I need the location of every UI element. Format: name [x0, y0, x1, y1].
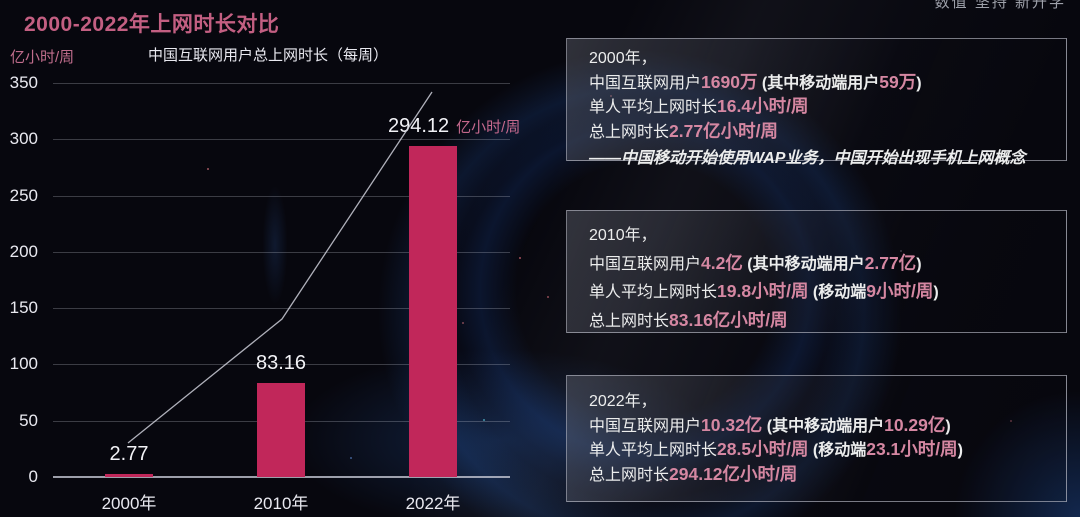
- info-total-2022: 总上网时长294.12亿小时/周: [589, 463, 1044, 488]
- total-text: 总上网时长: [589, 123, 670, 141]
- avg-value: 16.4小时/周: [717, 96, 809, 116]
- info-users-2000: 中国互联网用户1690万 (其中移动端用户59万): [589, 71, 1044, 96]
- bar-value-label: 2.77: [69, 443, 189, 466]
- bar-2000年: [105, 473, 153, 477]
- bar-value-unit: 亿小时/周: [456, 118, 521, 136]
- bar-value-label: 294.12 亿小时/周: [388, 115, 520, 138]
- bar-value: 83.16: [255, 352, 307, 375]
- avg-text: 单人平均上网时长: [589, 442, 718, 459]
- users-text: 中国互联网用户: [589, 417, 702, 435]
- gridline: [53, 83, 510, 84]
- info-average-2022: 单人平均上网时长28.5小时/周 (移动端23.1小时/周): [589, 438, 1044, 463]
- users-text: 中国互联网用户: [589, 255, 702, 273]
- users-text: 中国互联网用户: [589, 74, 702, 92]
- mobile-users-value: 2.77亿: [864, 252, 917, 273]
- info-box-2010: 2010年， 中国互联网用户4.2亿 (其中移动端用户2.77亿) 单人平均上网…: [566, 210, 1067, 333]
- paren-close: ): [916, 74, 922, 92]
- bar-2010年: [257, 383, 305, 477]
- total-text: 总上网时长: [589, 466, 670, 484]
- watermark-text: 数值 坚持 新升学: [934, 0, 1066, 11]
- info-total-2000: 总上网时长2.77亿小时/周: [589, 120, 1044, 145]
- bar-value: 2.77: [109, 442, 149, 465]
- paren-close: ): [957, 442, 963, 459]
- avg-mobile-value: 9小时/周: [866, 281, 934, 301]
- avg-text: 单人平均上网时长: [589, 99, 718, 116]
- bar-value: 294.12: [388, 114, 450, 137]
- avg-mobile-text: (移动端: [808, 284, 867, 301]
- avg-mobile-value: 23.1小时/周: [866, 439, 958, 459]
- info-average-2000: 单人平均上网时长16.4小时/周: [589, 95, 1044, 120]
- x-tick-label: 2010年: [253, 494, 309, 513]
- paren-close: ): [933, 284, 939, 301]
- y-tick-label: 200: [9, 241, 38, 261]
- info-total-2010: 总上网时长83.16亿小时/周: [589, 307, 1044, 336]
- total-value: 2.77亿小时/周: [669, 120, 778, 141]
- info-year-2000: 2000年，: [589, 50, 657, 67]
- avg-mobile-text: (移动端: [808, 442, 867, 459]
- info-box-2000: 2000年， 中国互联网用户1690万 (其中移动端用户59万) 单人平均上网时…: [566, 38, 1067, 167]
- y-tick-label: 150: [9, 298, 38, 318]
- users-count-value: 1690万: [701, 71, 758, 92]
- avg-value: 19.8小时/周: [717, 281, 809, 301]
- users-count-value: 10.32亿: [701, 414, 763, 435]
- mobile-users-value: 10.29亿: [884, 414, 946, 435]
- avg-text: 单人平均上网时长: [589, 284, 718, 301]
- paren-close: ): [945, 417, 951, 435]
- avg-value: 28.5小时/周: [717, 439, 809, 459]
- info-average-2010: 单人平均上网时长19.8小时/周 (移动端9小时/周): [589, 278, 1044, 307]
- total-text: 总上网时长: [589, 312, 670, 330]
- page-title: 2000-2022年上网时长对比: [24, 13, 280, 36]
- y-tick-label: 50: [19, 410, 38, 430]
- y-tick-label: 0: [28, 467, 38, 486]
- y-tick-label: 250: [9, 185, 38, 205]
- info-note-2000: ——中国移动开始使用WAP业务，中国开始出现手机上网概念: [589, 150, 1026, 167]
- chart-subtitle: 中国互联网用户总上网时长（每周）: [148, 47, 389, 64]
- y-tick-label: 100: [9, 354, 38, 374]
- x-tick-label: 2000年: [101, 494, 157, 513]
- y-tick-label: 300: [9, 129, 38, 149]
- bar-value-label: 83.16: [221, 352, 341, 375]
- mobile-users-value: 59万: [879, 71, 917, 92]
- info-year-2010: 2010年，: [589, 227, 657, 244]
- total-value: 83.16亿小时/周: [669, 309, 788, 330]
- mobile-users-text: (其中移动端用户: [742, 255, 865, 273]
- bar-2022年: [409, 145, 457, 477]
- x-tick-label: 2022年: [405, 494, 461, 513]
- y-axis-unit-label: 亿小时/周: [10, 49, 75, 66]
- x-axis-line: [53, 476, 510, 478]
- info-users-2010: 中国互联网用户4.2亿 (其中移动端用户2.77亿): [589, 250, 1044, 279]
- info-users-2022: 中国互联网用户10.32亿 (其中移动端用户10.29亿): [589, 414, 1044, 439]
- total-value: 294.12亿小时/周: [669, 463, 798, 484]
- mobile-users-text: (其中移动端用户: [762, 417, 885, 435]
- mobile-users-text: (其中移动端用户: [757, 74, 880, 92]
- gridline: [53, 139, 510, 141]
- users-count-value: 4.2亿: [701, 252, 743, 273]
- y-tick-label: 350: [9, 73, 38, 92]
- info-box-2022: 2022年， 中国互联网用户10.32亿 (其中移动端用户10.29亿) 单人平…: [566, 375, 1067, 502]
- paren-close: ): [916, 255, 922, 273]
- info-year-2022: 2022年，: [589, 393, 657, 410]
